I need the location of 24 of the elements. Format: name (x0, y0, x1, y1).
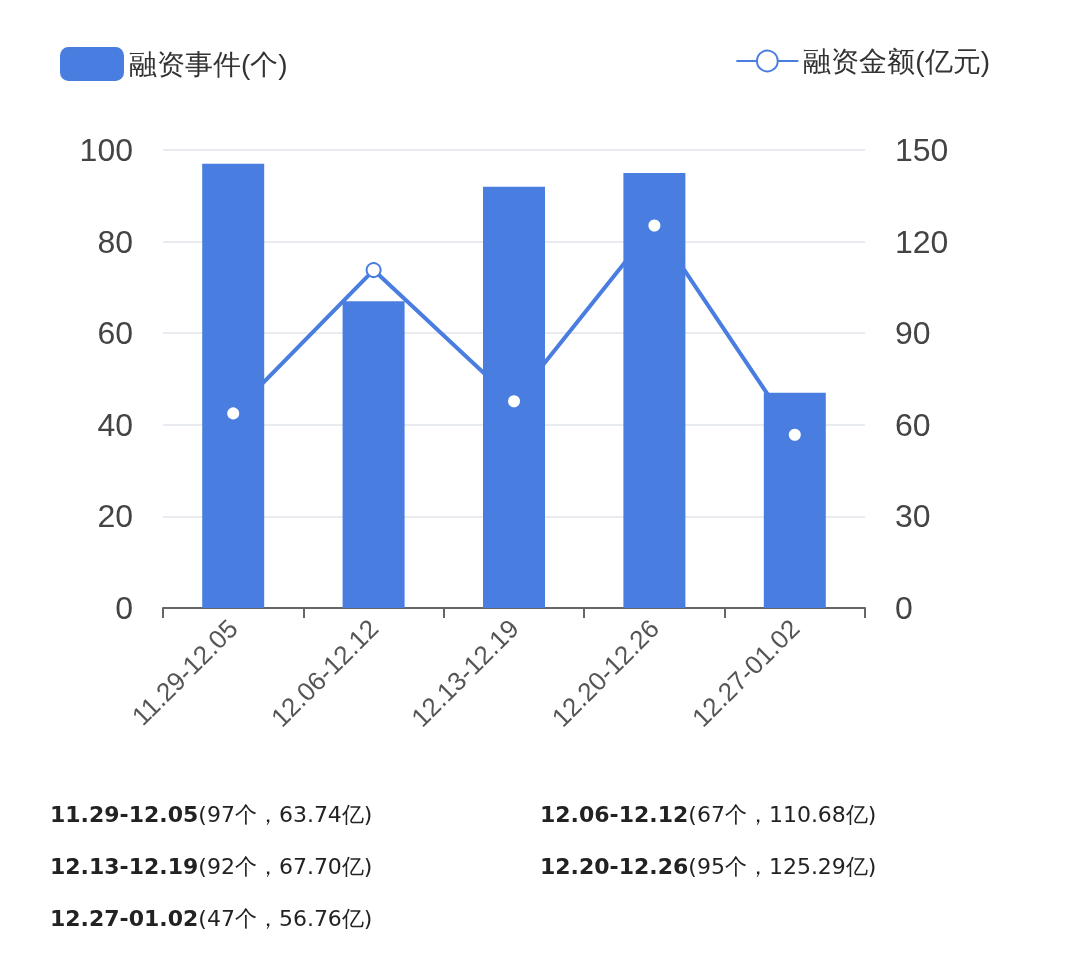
y2-tick-label: 90 (895, 315, 931, 352)
text: 12.13-12.19(92个，67.70亿) (50, 853, 374, 881)
y-tick-label: 100 (79, 132, 133, 168)
y2-tick-label: 60 (895, 406, 931, 443)
point (786, 426, 803, 443)
text: 12.27-01.02(47个，56.76亿) (50, 905, 374, 933)
point (506, 393, 522, 410)
y-tick-label: 60 (97, 315, 133, 352)
y2-tick-label: 120 (895, 223, 949, 260)
legend-label: 融资事件(个) (129, 48, 288, 80)
y2-tick-label: 150 (895, 132, 949, 168)
y2-tick-label: 0 (895, 590, 913, 626)
point (646, 217, 663, 234)
point (225, 405, 242, 422)
legend-label: 融资金额(亿元) (803, 45, 991, 77)
point (365, 262, 382, 279)
y-tick-label: 80 (97, 223, 133, 260)
y2-tick-label: 30 (895, 498, 931, 535)
y-tick-label: 0 (115, 590, 133, 626)
text: 12.20-12.26(95个，125.29亿) (540, 853, 878, 881)
text: 11.29-12.05(97个，63.74亿) (50, 801, 374, 829)
y-tick-label: 20 (97, 498, 133, 535)
y-tick-label: 40 (97, 406, 133, 443)
text: 12.06-12.12(67个，110.68亿) (540, 801, 878, 829)
